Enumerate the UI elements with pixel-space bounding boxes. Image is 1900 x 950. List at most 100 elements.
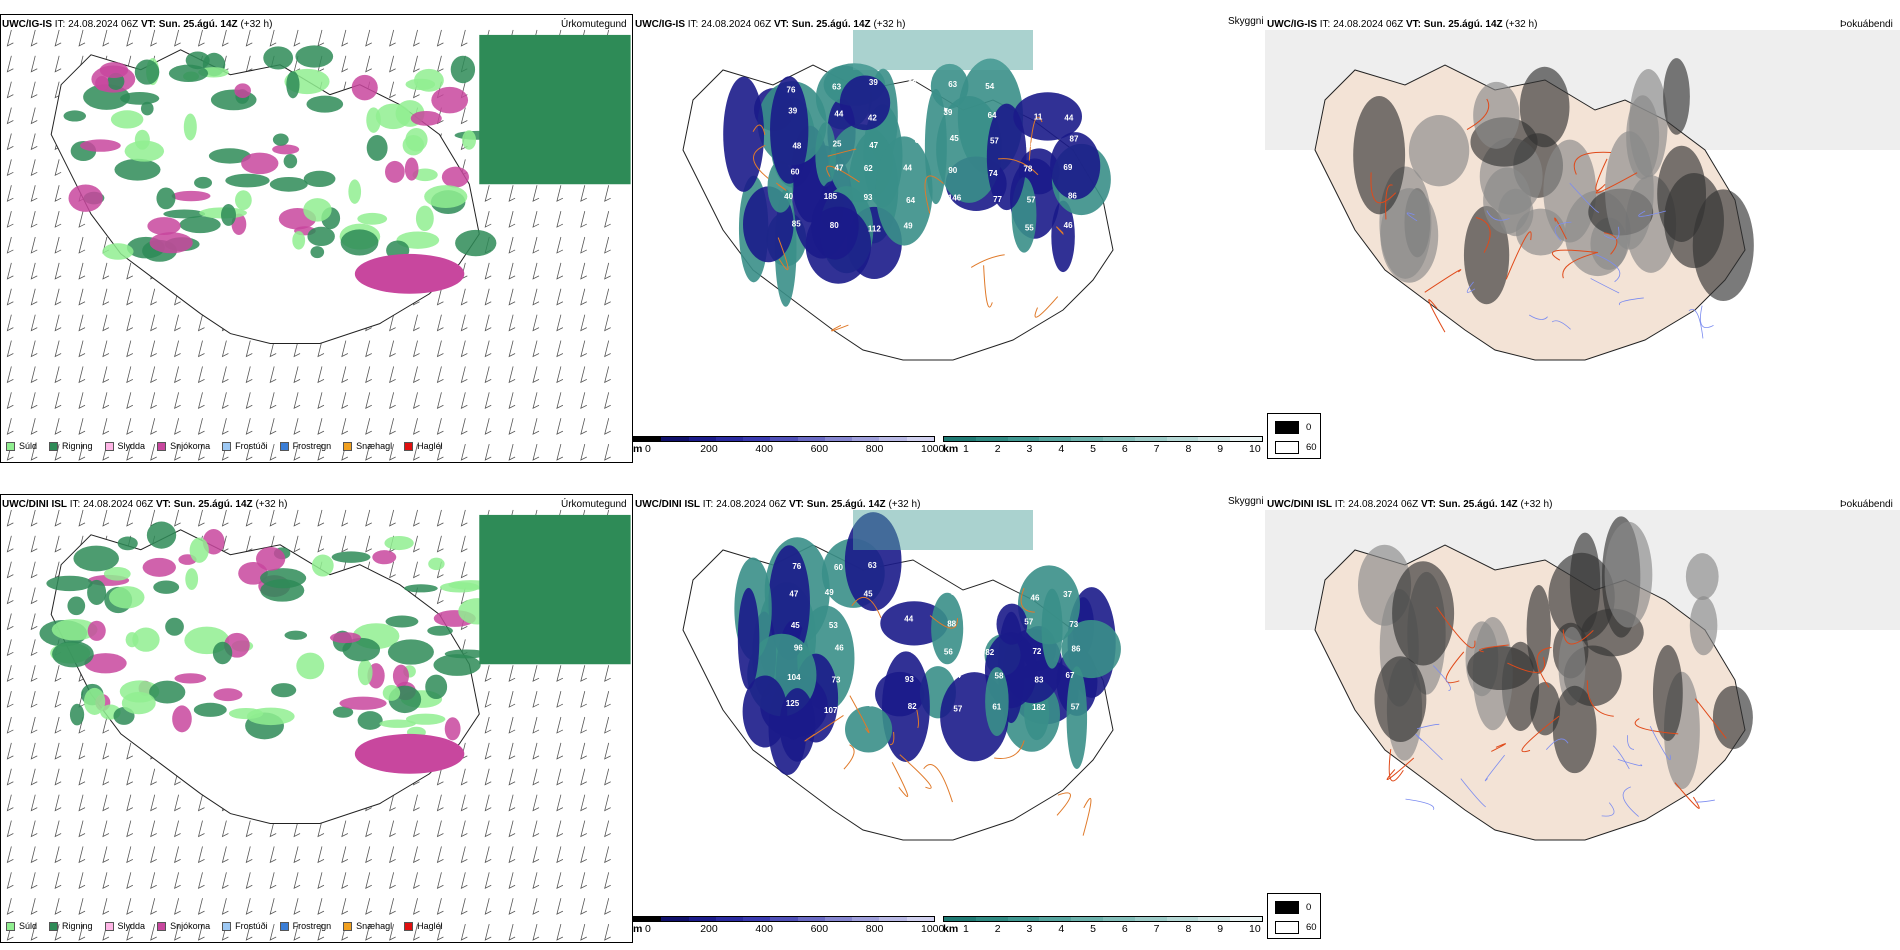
cloud-base-label: 112 <box>868 225 881 234</box>
it-value: 24.08.2024 06Z <box>1348 499 1419 510</box>
cloud-base-label: 47 <box>835 164 844 173</box>
wind-barb <box>245 509 253 527</box>
cloud-base-label: 47 <box>869 141 878 150</box>
wind-barb <box>150 29 157 47</box>
precip-area <box>255 547 286 571</box>
road-line <box>998 158 1039 176</box>
wind-barb <box>484 820 492 838</box>
precip-area <box>295 45 334 68</box>
lead-time: (+32 h) <box>888 499 921 510</box>
cloud-map: 76 63 39 67 63 54 35 40 39 44 42 37 39 64 11 44 48 25 47 61… <box>633 30 1265 438</box>
wind-barb <box>484 392 492 409</box>
road-line <box>1521 715 1560 753</box>
vt-label: VT: <box>1405 19 1421 30</box>
wind-barb <box>532 418 540 435</box>
wind-barb <box>174 29 181 47</box>
wind-barb <box>78 820 86 838</box>
wind-barb <box>102 262 110 280</box>
road-line <box>1475 217 1491 253</box>
road-line <box>752 124 766 135</box>
wind-barb <box>556 716 564 734</box>
cloud-area <box>1061 620 1121 679</box>
wind-barb <box>269 872 277 889</box>
precip-area <box>375 103 411 130</box>
wind-barb <box>293 923 301 941</box>
wind-barb <box>484 898 492 915</box>
cloud-base-label: 49 <box>825 588 834 597</box>
cloud-area <box>936 95 1002 203</box>
legend-item: Haglél <box>404 441 443 451</box>
road-line <box>890 731 895 746</box>
legend-item: Súld <box>6 921 37 931</box>
wind-barb <box>460 794 468 812</box>
precip-area <box>405 78 436 90</box>
wind-barb <box>197 366 205 384</box>
precip-header: UWC/IG-IS IT: 24.08.2024 06Z VT: Sun. 25… <box>2 19 272 30</box>
cloud-area <box>882 651 930 762</box>
wind-barb <box>556 185 564 202</box>
river-line <box>1622 786 1639 817</box>
wind-barb <box>412 535 420 553</box>
cloud-base-label: 50 <box>903 563 912 572</box>
precip-area <box>156 187 176 210</box>
wind-barb <box>102 768 110 786</box>
legend-item: Haglél <box>404 921 443 931</box>
wind-barb <box>604 691 611 708</box>
wind-barb <box>245 392 253 409</box>
wind-barb <box>484 665 492 682</box>
wind-barb <box>556 211 564 228</box>
precip-area <box>208 148 251 164</box>
wind-barb <box>30 742 38 760</box>
visibility-unit: km <box>943 923 959 935</box>
wind-barb <box>245 872 253 889</box>
precip-area <box>269 176 308 192</box>
river-line <box>1466 281 1476 293</box>
precip-area <box>73 545 119 572</box>
colorbar-tick: 7 <box>1153 443 1160 455</box>
road-line <box>1388 749 1404 782</box>
wind-barb <box>532 185 540 202</box>
wind-barb <box>102 898 110 915</box>
cloud-base-label: 60 <box>834 563 843 572</box>
legend-item: Frostregn <box>279 921 331 931</box>
wind-barb <box>174 846 181 864</box>
wind-barb <box>293 535 301 553</box>
it-label: IT: <box>1334 499 1346 510</box>
lead-time: (+32 h) <box>240 19 273 30</box>
wind-barb <box>604 665 611 682</box>
wind-barb <box>54 211 62 228</box>
wind-barb <box>460 923 468 941</box>
precip-map <box>0 494 633 943</box>
wind-barb <box>317 366 325 384</box>
wind-barb <box>197 820 205 838</box>
precip-area <box>292 231 306 250</box>
wind-barb <box>150 846 157 864</box>
visibility-colorbar: km 1 2 3 4 5 6 7 8 9 10 <box>943 916 1265 940</box>
wind-barb <box>102 742 110 760</box>
fog-area <box>1353 96 1406 215</box>
wind-barb <box>126 898 133 915</box>
precip-area <box>63 110 87 122</box>
wind-barb <box>556 665 564 682</box>
cloud-base-colorbar: m 0 200 400 600 800 1000 <box>633 916 944 940</box>
precip-area <box>185 51 210 70</box>
precip-area <box>272 144 300 155</box>
wind-barb <box>197 340 205 358</box>
wind-barb <box>197 794 205 812</box>
wind-barb <box>532 665 540 682</box>
wind-barb <box>604 185 611 202</box>
vt-value: Sun. 25.ágú. 14Z <box>158 19 238 30</box>
fog-map <box>1265 30 1900 438</box>
precip-area <box>424 185 468 208</box>
cloud-base-label: 57 <box>992 223 1001 232</box>
wind-barb <box>30 107 38 125</box>
wind-barb <box>604 211 611 228</box>
wind-barb <box>6 691 14 708</box>
legend-label: Snæhagl <box>356 441 393 451</box>
wind-barb <box>436 923 444 941</box>
wind-barb <box>317 872 325 889</box>
cloud-base-label: 74 <box>952 671 961 680</box>
cloud-area <box>985 667 1009 736</box>
wind-barb <box>460 846 468 864</box>
legend-label: Súld <box>19 921 38 931</box>
